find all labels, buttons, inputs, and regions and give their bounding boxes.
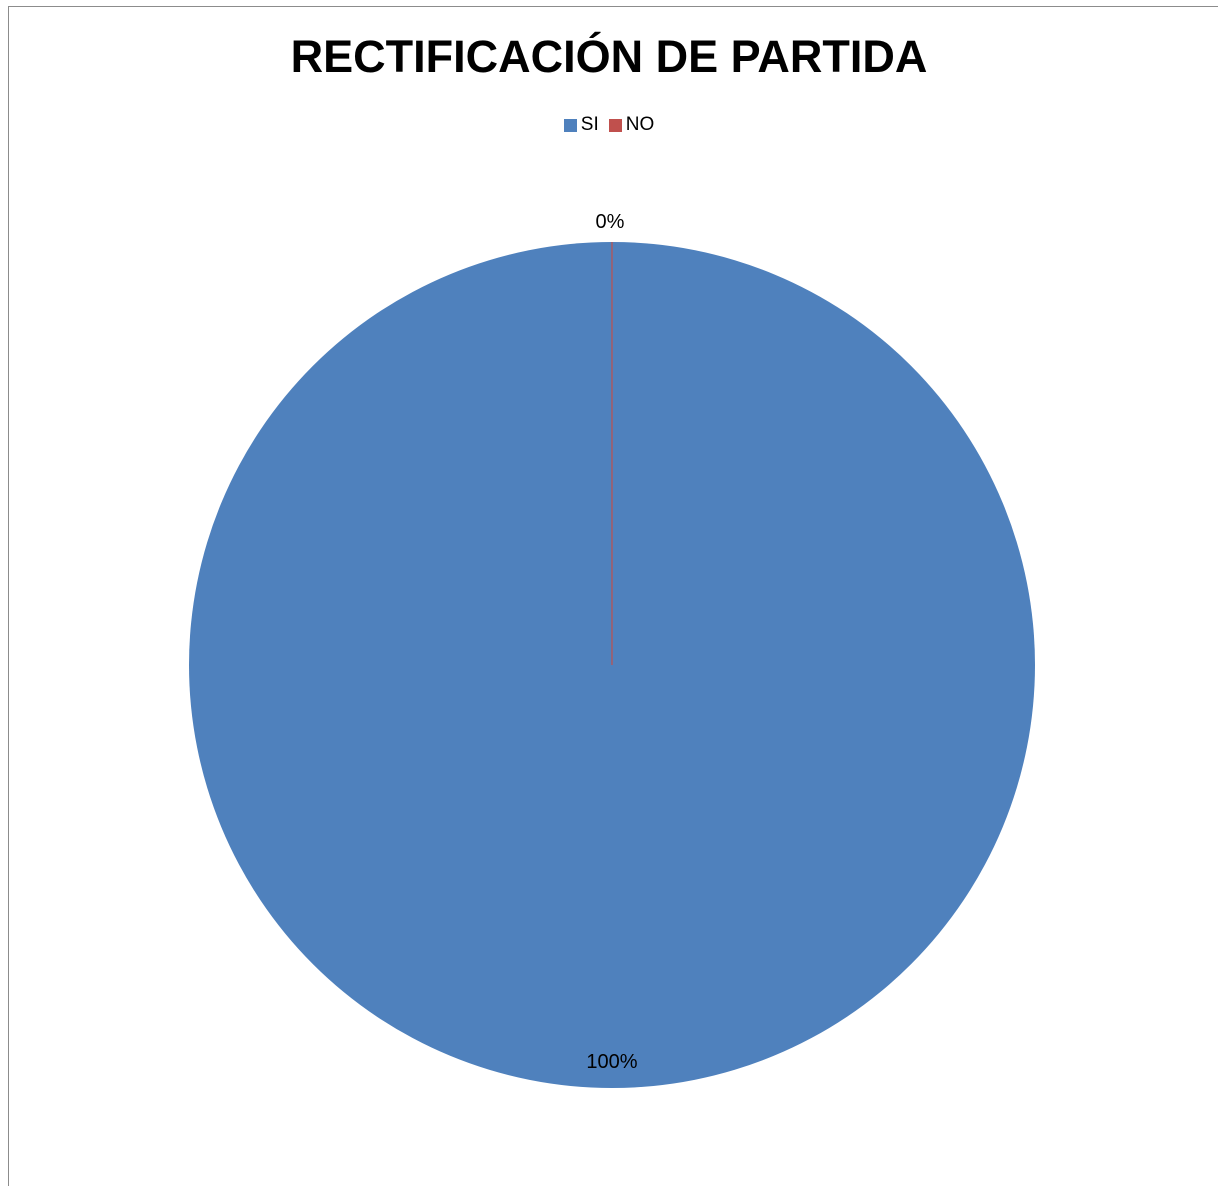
legend-item-si: SI (563, 114, 599, 136)
legend: SI NO (0, 114, 1218, 136)
chart-title: RECTIFICACIÓN DE PARTIDA (290, 31, 928, 82)
legend-swatch-no (608, 118, 622, 132)
data-label-no: 0% (596, 211, 625, 233)
legend-swatch-si (563, 118, 577, 132)
legend-label-no: NO (625, 114, 655, 135)
legend-label-si: SI (580, 114, 599, 135)
data-label-si: 100% (586, 1051, 637, 1073)
legend-item-no: NO (608, 114, 655, 136)
